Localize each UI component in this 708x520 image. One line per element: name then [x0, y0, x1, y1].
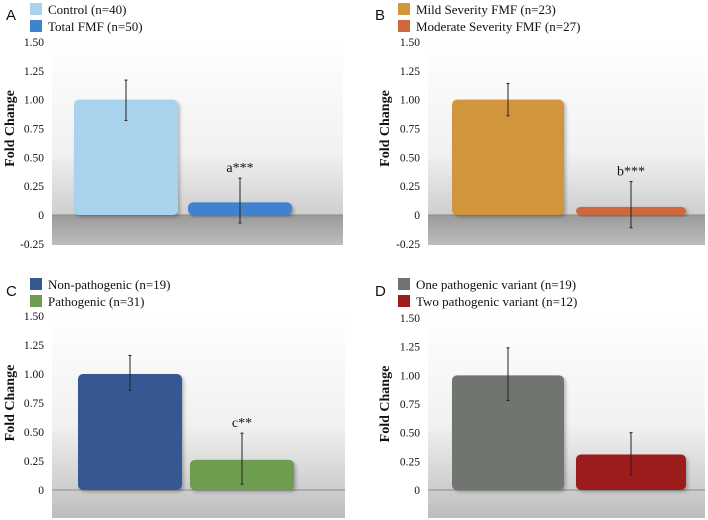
legend-label: Moderate Severity FMF (n=27) — [416, 19, 580, 34]
y-axis-label: Fold Change — [3, 90, 18, 167]
y-tick-label: 0.75 — [24, 398, 44, 410]
panel-letter: D — [375, 283, 386, 300]
y-axis-label: Fold Change — [378, 90, 393, 167]
panel-letter: C — [6, 283, 17, 300]
y-tick-label: -0.25 — [20, 239, 44, 251]
y-tick-label: 0.75 — [400, 124, 420, 136]
y-tick-label: 0 — [414, 210, 420, 222]
y-tick-label: 0.25 — [400, 181, 420, 193]
legend-swatch — [398, 295, 410, 307]
y-tick-label: 0.50 — [24, 152, 44, 164]
y-tick-label: 1.50 — [24, 37, 44, 49]
y-tick-label: 0.25 — [24, 181, 44, 193]
y-axis-label: Fold Change — [3, 365, 18, 442]
bar — [452, 99, 564, 215]
y-tick-label: 1.00 — [400, 370, 420, 382]
legend-label: Two pathogenic variant (n=12) — [416, 294, 577, 309]
legend-label: One pathogenic variant (n=19) — [416, 277, 576, 292]
y-tick-label: 0 — [38, 485, 44, 497]
y-tick-label: 1.00 — [24, 95, 44, 107]
y-tick-label: 1.50 — [24, 311, 44, 323]
y-tick-label: 1.25 — [24, 340, 44, 352]
panel-letter: A — [6, 7, 16, 24]
legend-swatch — [398, 20, 410, 32]
plot-floor — [52, 215, 343, 245]
legend-swatch — [30, 20, 42, 32]
legend-swatch — [30, 278, 42, 290]
legend-label: Control (n=40) — [48, 2, 126, 17]
y-tick-label: 1.25 — [400, 66, 420, 78]
y-tick-label: 0.25 — [400, 456, 420, 468]
y-tick-label: 1.00 — [24, 369, 44, 381]
legend-label: Non-pathogenic (n=19) — [48, 277, 171, 292]
y-tick-label: -0.25 — [396, 239, 420, 251]
significance-label: c** — [232, 416, 252, 431]
panel-letter: B — [375, 7, 385, 24]
y-axis-label: Fold Change — [378, 366, 393, 443]
y-tick-label: 0 — [414, 485, 420, 497]
significance-label: b*** — [617, 165, 645, 180]
y-tick-label: 1.00 — [400, 95, 420, 107]
y-tick-label: 1.50 — [400, 313, 420, 325]
y-tick-label: 0.25 — [24, 456, 44, 468]
y-tick-label: 0 — [38, 210, 44, 222]
y-tick-label: 0.50 — [400, 152, 420, 164]
y-tick-label: 0.75 — [24, 124, 44, 136]
legend-label: Mild Severity FMF (n=23) — [416, 2, 556, 17]
y-tick-label: 0.75 — [400, 399, 420, 411]
legend-swatch — [398, 278, 410, 290]
chart-panel-c: C Non-pathogenic (n=19) Pathogenic (n=31) 1… — [3, 277, 345, 518]
legend-label: Total FMF (n=50) — [48, 19, 143, 34]
legend-swatch — [30, 295, 42, 307]
bar — [452, 375, 564, 490]
y-tick-label: 0.50 — [24, 427, 44, 439]
significance-label: a*** — [226, 161, 253, 176]
chart-panel-b: B Mild Severity FMF (n=23) Moderate Severi… — [375, 2, 705, 251]
plot-floor — [428, 215, 705, 245]
chart-panel-a: A Control (n=40) Total FMF (n=50) 1.50 1.25 1… — [3, 2, 343, 251]
legend-swatch — [398, 3, 410, 15]
y-tick-label: 0.50 — [400, 428, 420, 440]
legend-label: Pathogenic (n=31) — [48, 294, 145, 309]
bar — [78, 374, 182, 490]
chart-panel-d: D One pathogenic variant (n=19) Two pathog… — [375, 277, 705, 518]
y-tick-label: 1.25 — [24, 66, 44, 78]
bar — [74, 99, 178, 215]
y-tick-label: 1.25 — [400, 342, 420, 354]
y-tick-label: 1.50 — [400, 37, 420, 49]
legend-swatch — [30, 3, 42, 15]
